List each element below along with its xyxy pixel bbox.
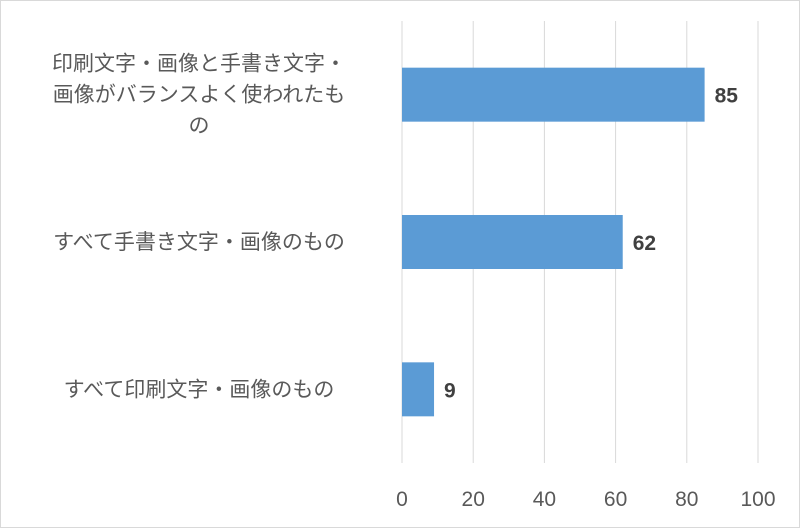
category-label-line: 印刷文字・画像と手書き文字・: [52, 52, 346, 76]
x-axis-ticks: 0 20 40 60 80 100: [396, 488, 775, 511]
category-label: すべて印刷文字・画像のもの: [64, 377, 335, 401]
bar: [402, 67, 705, 122]
tick-label: 80: [675, 488, 698, 511]
data-label: 62: [633, 232, 656, 255]
bar: [402, 215, 623, 269]
data-label: 9: [444, 379, 456, 402]
tick-label: 60: [604, 488, 627, 511]
bars: [402, 67, 705, 417]
tick-label: 20: [462, 488, 485, 511]
data-label: 85: [715, 85, 739, 108]
category-label-line: すべて手書き文字・画像のもの: [53, 230, 345, 254]
category-labels: 印刷文字・画像と手書き文字・画像がバランスよく使われたものすべて手書き文字・画像…: [52, 52, 346, 402]
tick-label: 100: [740, 488, 775, 511]
tick-label: 40: [533, 488, 556, 511]
category-label-line: の: [189, 114, 210, 138]
data-labels: 85 62 9: [444, 85, 738, 403]
category-label-line: 画像がバランスよく使われたも: [53, 83, 346, 107]
category-label: すべて手書き文字・画像のもの: [53, 230, 345, 254]
bar: [402, 362, 435, 417]
tick-label: 0: [396, 488, 408, 511]
category-label: 印刷文字・画像と手書き文字・画像がバランスよく使われたもの: [52, 52, 346, 138]
category-label-line: すべて印刷文字・画像のもの: [64, 377, 335, 401]
